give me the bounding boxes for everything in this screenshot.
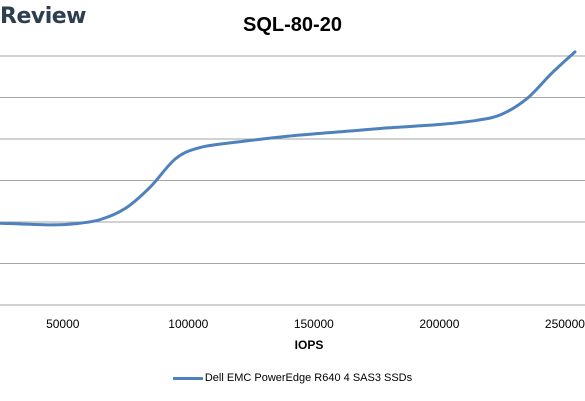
x-tick-label: 250000 — [545, 317, 585, 331]
legend-swatch — [172, 376, 203, 380]
x-tick-label: 100000 — [168, 317, 208, 331]
series-line — [0, 50, 577, 227]
x-axis-ticks: 50000 100000 150000 200000 250000 — [46, 317, 585, 331]
legend-label: Dell EMC PowerEdge R640 4 SAS3 SSDs — [204, 372, 413, 384]
x-tick-label: 150000 — [294, 317, 334, 331]
chart-title: SQL-80-20 — [243, 14, 342, 36]
x-tick-label: 200000 — [419, 317, 459, 331]
legend: Dell EMC PowerEdge R640 4 SAS3 SSDs — [0, 372, 585, 384]
series-group — [0, 50, 577, 227]
x-tick-label: 50000 — [46, 317, 80, 331]
x-axis-title: IOPS — [295, 338, 324, 352]
gridlines — [0, 55, 585, 306]
brand-logo-text: Review — [0, 4, 87, 29]
